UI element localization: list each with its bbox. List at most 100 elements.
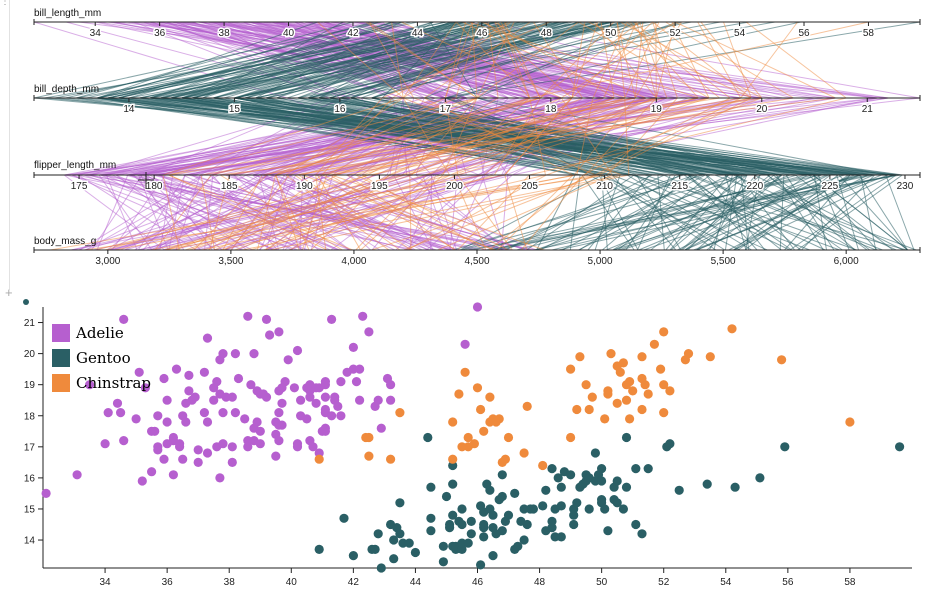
- scatter-point-gentoo[interactable]: [621, 432, 632, 443]
- scatter-point-chinstrap[interactable]: [575, 352, 585, 362]
- scatter-point-chinstrap[interactable]: [386, 454, 396, 464]
- scatter-point-adelie[interactable]: [246, 380, 256, 390]
- scatter-point-chinstrap[interactable]: [581, 380, 591, 390]
- scatter-point-gentoo[interactable]: [497, 526, 507, 536]
- scatter-point-adelie[interactable]: [103, 408, 113, 418]
- scatter-point-adelie[interactable]: [348, 342, 358, 352]
- scatter-point-adelie[interactable]: [212, 377, 222, 387]
- scatter-point-adelie[interactable]: [351, 377, 362, 387]
- scatter-point-chinstrap[interactable]: [777, 355, 787, 365]
- scatter-point-adelie[interactable]: [320, 392, 330, 402]
- scatter-point-adelie[interactable]: [320, 423, 330, 433]
- scatter-point-gentoo[interactable]: [488, 551, 498, 561]
- scatter-point-adelie[interactable]: [131, 414, 141, 424]
- scatter-point-adelie[interactable]: [292, 439, 303, 449]
- scatter-point-gentoo[interactable]: [631, 519, 641, 530]
- scatter-point-chinstrap[interactable]: [649, 339, 660, 349]
- scatter-point-adelie[interactable]: [119, 314, 129, 324]
- scatter-point-adelie[interactable]: [255, 439, 265, 449]
- scatter-point-adelie[interactable]: [41, 488, 51, 498]
- scatter-point-adelie[interactable]: [184, 386, 194, 396]
- scatter-point-gentoo[interactable]: [603, 526, 613, 536]
- scatter-point-adelie[interactable]: [218, 349, 228, 359]
- scatter-point-adelie[interactable]: [137, 476, 147, 486]
- scatter-point-chinstrap[interactable]: [395, 408, 405, 418]
- scatter-point-chinstrap[interactable]: [625, 414, 635, 424]
- scatter-point-gentoo[interactable]: [389, 554, 399, 564]
- scatter-point-chinstrap[interactable]: [479, 426, 489, 436]
- scatter-point-adelie[interactable]: [112, 398, 123, 408]
- scatter-point-chinstrap[interactable]: [618, 358, 629, 368]
- scatter-point-adelie[interactable]: [373, 395, 383, 405]
- scatter-point-adelie[interactable]: [327, 314, 337, 324]
- scatter-point-adelie[interactable]: [227, 442, 237, 452]
- scatter-point-chinstrap[interactable]: [665, 386, 675, 396]
- scatter-point-adelie[interactable]: [184, 370, 194, 380]
- scatter-point-gentoo[interactable]: [485, 485, 495, 495]
- scatter-point-gentoo[interactable]: [339, 513, 349, 523]
- scatter-point-adelie[interactable]: [215, 473, 225, 483]
- scatter-point-gentoo[interactable]: [637, 529, 647, 539]
- scatter-point-chinstrap[interactable]: [572, 404, 582, 415]
- scatter-point-adelie[interactable]: [233, 373, 244, 384]
- legend-item-chinstrap[interactable]: Chinstrap: [52, 370, 151, 395]
- scatter-point-adelie[interactable]: [358, 311, 368, 321]
- scatter-point-chinstrap[interactable]: [637, 404, 647, 415]
- scatter-point-chinstrap[interactable]: [454, 389, 464, 399]
- scatter-point-gentoo[interactable]: [457, 544, 467, 555]
- scatter-point-gentoo[interactable]: [702, 479, 712, 489]
- scatter-point-gentoo[interactable]: [376, 563, 386, 573]
- scatter-point-gentoo[interactable]: [348, 551, 358, 561]
- scatter-point-adelie[interactable]: [261, 314, 272, 324]
- scatter-point-gentoo[interactable]: [730, 482, 740, 492]
- scatter-point-chinstrap[interactable]: [469, 439, 479, 449]
- scatter-point-adelie[interactable]: [85, 380, 95, 390]
- scatter-point-adelie[interactable]: [193, 445, 203, 455]
- scatter-point-chinstrap[interactable]: [606, 349, 616, 359]
- scatter-point-chinstrap[interactable]: [448, 417, 458, 427]
- scatter-point-chinstrap[interactable]: [659, 408, 669, 418]
- scatter-point-adelie[interactable]: [140, 383, 150, 393]
- scatter-point-adelie[interactable]: [168, 470, 178, 480]
- scatter-point-chinstrap[interactable]: [625, 377, 635, 387]
- scatter-point-adelie[interactable]: [100, 439, 110, 449]
- scatter-point-adelie[interactable]: [175, 439, 185, 449]
- scatter-point-gentoo[interactable]: [389, 535, 399, 545]
- scatter-point-adelie[interactable]: [336, 377, 346, 387]
- scatter-point-adelie[interactable]: [308, 442, 318, 452]
- scatter-point-adelie[interactable]: [336, 411, 346, 421]
- scatter-point-adelie[interactable]: [193, 457, 203, 467]
- scatter-point-gentoo[interactable]: [566, 470, 576, 480]
- scatter-point-chinstrap[interactable]: [472, 383, 483, 393]
- scatter-point-chinstrap[interactable]: [566, 432, 576, 443]
- scatter-point-gentoo[interactable]: [556, 532, 566, 542]
- scatter-point-gentoo[interactable]: [423, 432, 433, 443]
- scatter-point-adelie[interactable]: [355, 364, 365, 374]
- scatter-point-adelie[interactable]: [327, 411, 337, 421]
- legend-item-gentoo[interactable]: Gentoo: [52, 345, 151, 370]
- scatter-point-adelie[interactable]: [209, 395, 219, 405]
- scatter-point-gentoo[interactable]: [448, 479, 458, 489]
- scatter-point-gentoo[interactable]: [556, 482, 566, 492]
- scatter-point-adelie[interactable]: [171, 364, 182, 374]
- scatter-point-gentoo[interactable]: [612, 476, 622, 486]
- scatter-point-chinstrap[interactable]: [364, 432, 374, 443]
- scatter-point-gentoo[interactable]: [547, 516, 557, 527]
- scatter-point-gentoo[interactable]: [755, 473, 765, 483]
- scatter-point-gentoo[interactable]: [612, 498, 622, 508]
- scatter-point-gentoo[interactable]: [553, 473, 563, 483]
- scatter-point-gentoo[interactable]: [410, 547, 420, 558]
- scatter-point-adelie[interactable]: [355, 395, 365, 405]
- scatter-point-adelie[interactable]: [153, 411, 163, 421]
- scatter-point-chinstrap[interactable]: [500, 454, 510, 464]
- scatter-point-gentoo[interactable]: [497, 470, 507, 480]
- scatter-point-adelie[interactable]: [150, 426, 160, 436]
- scatter-point-gentoo[interactable]: [466, 529, 476, 539]
- scatter-point-adelie[interactable]: [202, 448, 213, 458]
- scatter-point-adelie[interactable]: [240, 414, 250, 424]
- scatter-point-chinstrap[interactable]: [538, 460, 548, 471]
- scatter-point-adelie[interactable]: [252, 417, 262, 427]
- scatter-point-adelie[interactable]: [261, 392, 272, 402]
- scatter-point-adelie[interactable]: [190, 392, 200, 402]
- scatter-point-chinstrap[interactable]: [485, 392, 495, 402]
